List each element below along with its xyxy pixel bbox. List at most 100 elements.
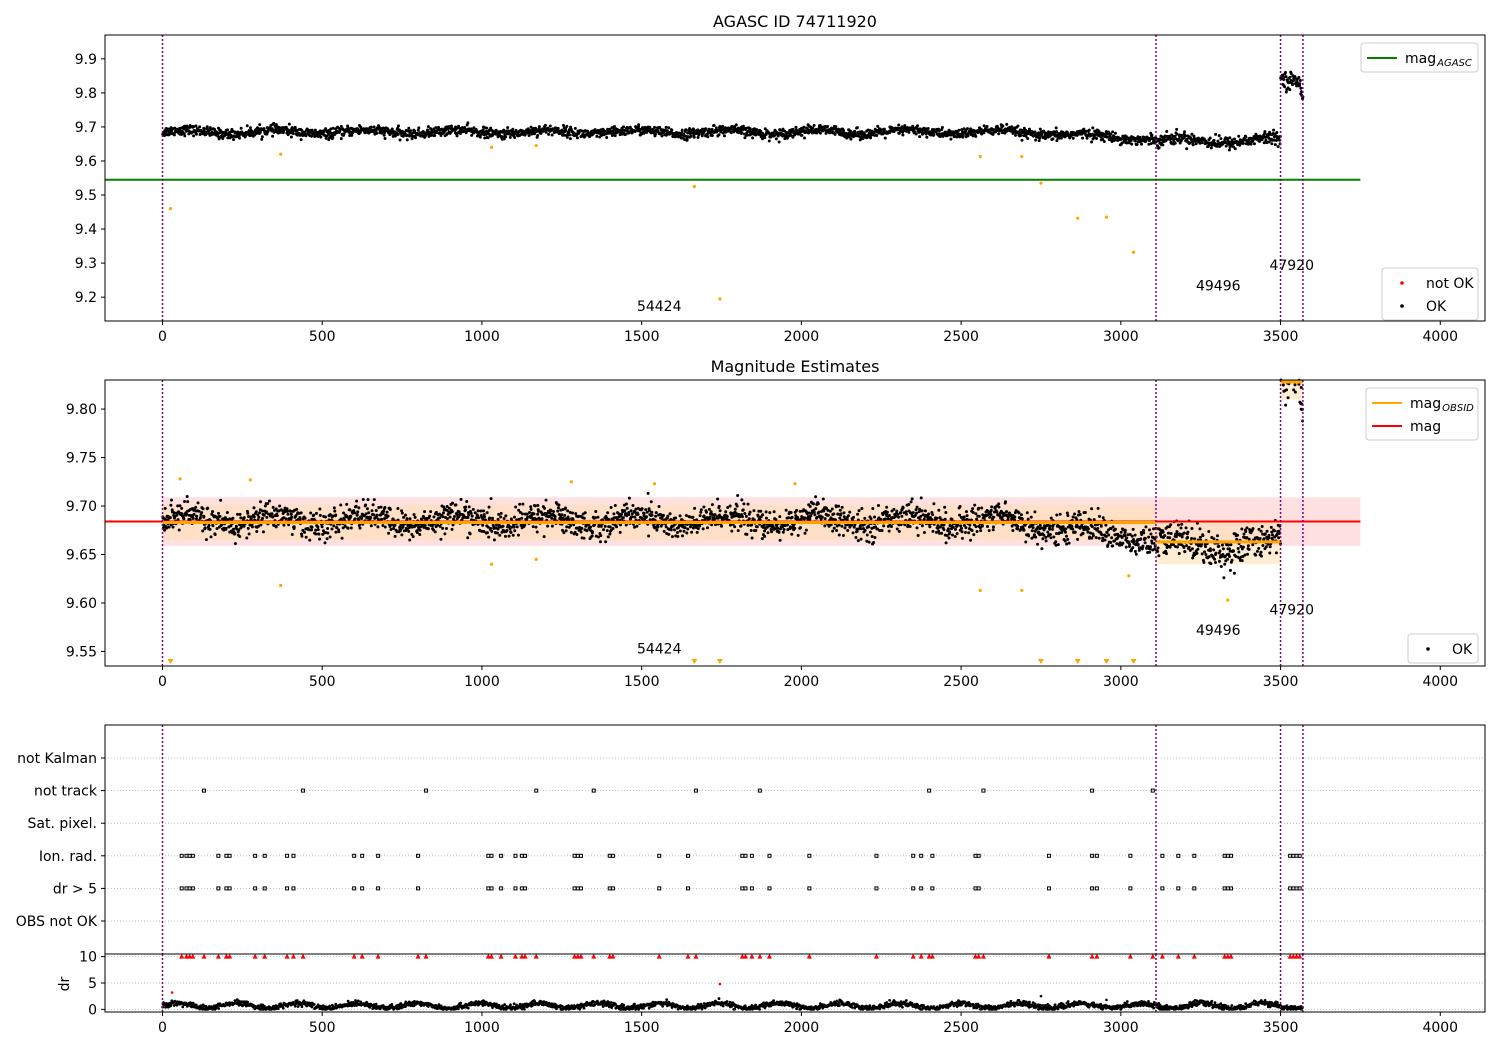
- ok-point: [974, 134, 978, 138]
- ok-point: [784, 508, 788, 512]
- ok-point: [231, 516, 235, 520]
- ok-point: [1200, 141, 1204, 145]
- ok-point: [897, 515, 901, 519]
- ok-point: [794, 125, 798, 129]
- ok-point: [766, 531, 770, 535]
- ok-point: [201, 529, 205, 533]
- ok-point: [207, 523, 211, 527]
- ok-point: [1046, 530, 1050, 534]
- ok-point: [695, 530, 699, 534]
- ok-point: [764, 510, 768, 514]
- ok-point: [497, 512, 501, 516]
- ok-point: [334, 127, 338, 131]
- ok-point: [1050, 527, 1054, 531]
- ok-point: [778, 128, 782, 132]
- ok-point: [1232, 137, 1236, 141]
- ok-point: [376, 525, 380, 529]
- ok-point: [1227, 148, 1231, 152]
- y-tick-label: 9.8: [75, 86, 97, 102]
- ok-point: [719, 130, 723, 134]
- ok-point: [628, 125, 632, 129]
- ok-point: [692, 135, 696, 139]
- ok-point: [556, 509, 560, 513]
- ok-point: [425, 132, 429, 136]
- ok-point: [1096, 527, 1100, 531]
- ok-point: [964, 526, 968, 530]
- ok-point: [1113, 527, 1117, 531]
- ok-point: [534, 517, 538, 521]
- ok-point: [995, 510, 999, 514]
- ok-point: [416, 128, 420, 132]
- ok-point: [1044, 539, 1048, 543]
- ok-point: [1073, 530, 1077, 534]
- y-tick-label: 9.6: [75, 154, 97, 170]
- ok-point: [1016, 524, 1020, 528]
- ok-point: [684, 128, 688, 132]
- ok-point: [895, 527, 899, 531]
- ok-point: [372, 125, 376, 129]
- ok-point: [221, 136, 225, 140]
- ok-point: [630, 515, 634, 519]
- ok-point: [1016, 124, 1020, 128]
- ok-point: [796, 516, 800, 520]
- ok-point: [289, 509, 293, 513]
- ok-point: [396, 124, 400, 128]
- ok-point: [489, 126, 493, 130]
- ok-point: [871, 506, 875, 510]
- ok-point: [664, 125, 668, 129]
- ok-point: [1100, 533, 1104, 537]
- ok-point: [1150, 133, 1154, 137]
- ok-point: [925, 135, 929, 139]
- ok-point: [567, 517, 571, 521]
- ok-point: [613, 134, 617, 138]
- ok-point: [915, 511, 919, 515]
- ok-point: [693, 506, 697, 510]
- ok-point: [361, 497, 365, 501]
- ok-point: [841, 533, 845, 537]
- ok-point: [901, 506, 905, 510]
- ok-point: [965, 127, 969, 131]
- ok-point: [418, 533, 422, 537]
- excluded-point: [168, 207, 173, 211]
- ok-point: [873, 535, 877, 539]
- ok-point: [454, 125, 458, 129]
- ok-point: [680, 128, 684, 132]
- ok-point: [557, 503, 561, 507]
- ok-point: [232, 138, 236, 142]
- ok-point: [208, 527, 212, 531]
- ok-point: [855, 529, 859, 533]
- ok-point: [698, 524, 702, 528]
- ok-point: [1276, 145, 1280, 149]
- ok-point: [355, 499, 359, 503]
- ok-point: [1249, 142, 1253, 146]
- ok-point: [496, 517, 500, 521]
- ok-point: [171, 525, 175, 529]
- ok-point: [901, 130, 905, 134]
- ok-point: [741, 124, 745, 128]
- ok-point: [1185, 147, 1189, 151]
- ok-point: [550, 524, 554, 528]
- ok-point: [583, 511, 587, 515]
- ok-point: [258, 130, 262, 134]
- ok-point: [595, 134, 599, 138]
- ok-point: [636, 512, 640, 516]
- ok-point: [357, 506, 361, 510]
- ok-point: [1297, 76, 1301, 80]
- ok-point: [226, 136, 230, 140]
- ok-point: [290, 532, 294, 536]
- ok-point: [661, 513, 665, 517]
- ok-point: [303, 530, 307, 534]
- ok-point: [624, 132, 628, 136]
- ok-point: [183, 134, 187, 138]
- ok-point: [518, 502, 522, 506]
- ok-point: [672, 528, 676, 532]
- ok-point: [907, 503, 911, 507]
- ok-point: [317, 532, 321, 536]
- ok-point: [452, 514, 456, 518]
- ok-point: [720, 524, 724, 528]
- ok-point: [714, 126, 718, 130]
- ok-point: [733, 507, 737, 511]
- ok-point: [292, 525, 296, 529]
- ok-point: [730, 529, 734, 533]
- ok-point: [308, 538, 312, 542]
